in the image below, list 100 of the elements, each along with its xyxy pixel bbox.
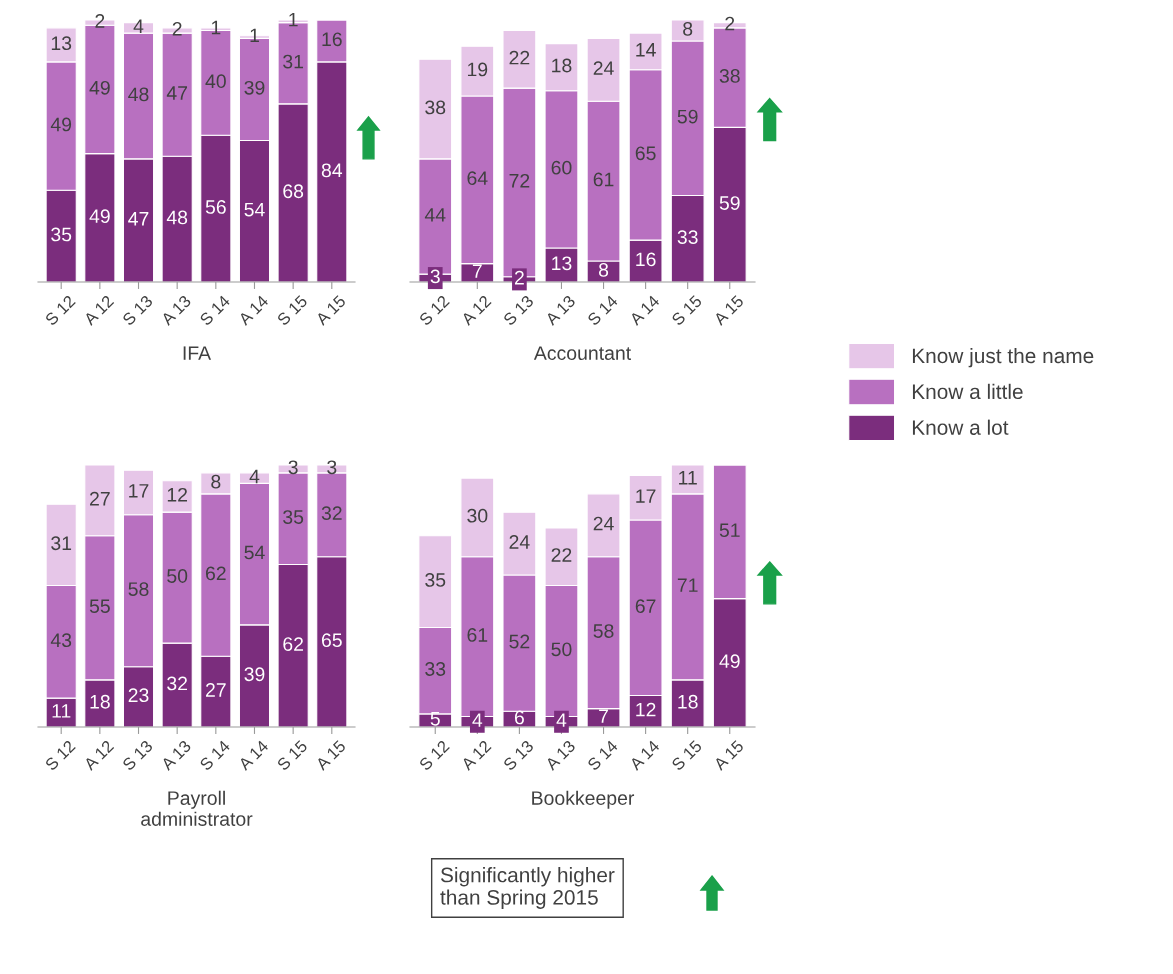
x-tick-label: A 13 <box>544 294 576 327</box>
x-tick-label: S 14 <box>586 739 619 772</box>
data-label: 60 <box>551 160 572 175</box>
data-label: 32 <box>167 676 188 691</box>
data-label: 47 <box>166 86 188 100</box>
data-label: 4 <box>249 469 260 484</box>
x-tick-label: S 12 <box>44 294 76 327</box>
data-label: 8 <box>683 21 693 36</box>
data-label: 1 <box>289 12 298 27</box>
data-label: 51 <box>719 523 740 538</box>
data-label: 62 <box>206 566 226 581</box>
x-axis-title: Accountant <box>533 346 631 360</box>
data-label: 54 <box>244 202 265 217</box>
data-label: 2 <box>172 21 182 36</box>
data-label: 3 <box>288 460 298 475</box>
x-tick-label: A 13 <box>160 739 192 772</box>
x-tick-label: S 15 <box>276 739 308 772</box>
data-label: 19 <box>467 62 488 77</box>
data-label: 84 <box>321 163 343 178</box>
data-label: 22 <box>551 548 572 562</box>
x-axis-title: Bookkeeper <box>532 790 635 809</box>
data-label: 43 <box>50 633 72 648</box>
data-label: 17 <box>129 484 149 498</box>
x-tick-label: A 13 <box>544 739 576 772</box>
x-tick-label: A 12 <box>82 294 115 326</box>
data-label: 13 <box>552 256 572 271</box>
data-label: 35 <box>283 510 304 524</box>
data-label: 61 <box>593 172 614 187</box>
data-label: 56 <box>205 200 226 214</box>
data-label: 54 <box>244 545 265 560</box>
data-label: 5 <box>430 712 440 726</box>
x-tick-label: S 13 <box>502 739 535 772</box>
data-label: 48 <box>166 210 188 225</box>
x-tick-label: A 14 <box>628 739 661 771</box>
data-label: 38 <box>425 100 446 115</box>
data-label: 24 <box>509 535 530 549</box>
data-label: 62 <box>283 637 303 651</box>
x-tick-label: S 15 <box>276 294 308 327</box>
x-tick-label: S 13 <box>121 739 154 772</box>
data-label: 35 <box>51 227 72 242</box>
data-label: 27 <box>90 491 110 506</box>
data-label: 8 <box>211 474 221 489</box>
data-label: 50 <box>167 569 188 583</box>
x-tick-label: A 13 <box>160 294 192 327</box>
data-label: 22 <box>509 50 530 65</box>
data-label: 18 <box>90 694 110 709</box>
x-tick-label: S 14 <box>586 294 619 327</box>
x-axis-title: Payroll administrator <box>141 790 253 826</box>
x-tick-label: A 15 <box>712 739 745 772</box>
data-label: 52 <box>509 634 530 649</box>
data-label: 39 <box>244 80 265 95</box>
data-label: 49 <box>719 654 740 669</box>
data-label: 11 <box>679 471 697 485</box>
data-label: 38 <box>719 69 740 83</box>
data-label: 58 <box>128 582 149 596</box>
data-label: 12 <box>636 702 656 717</box>
x-tick-label: A 14 <box>628 294 661 326</box>
data-label: 11 <box>52 704 71 718</box>
data-label: 59 <box>677 109 698 124</box>
data-label: 8 <box>598 262 609 277</box>
data-label: 2 <box>95 14 105 28</box>
data-label: 17 <box>636 489 656 503</box>
data-label: 49 <box>89 209 110 224</box>
data-label: 33 <box>677 230 698 244</box>
x-tick-label: A 12 <box>82 739 115 771</box>
data-label: 67 <box>635 599 656 614</box>
x-tick-label: A 14 <box>237 739 269 771</box>
data-label: 35 <box>425 573 446 587</box>
data-label: 50 <box>551 642 572 657</box>
x-tick-label: A 15 <box>314 294 347 327</box>
data-label: 13 <box>51 36 72 51</box>
x-tick-label: S 12 <box>418 739 450 772</box>
x-tick-label: S 14 <box>199 739 231 772</box>
data-label: 32 <box>321 506 342 520</box>
data-label: 40 <box>205 74 226 89</box>
data-label: 68 <box>283 184 304 199</box>
x-tick-label: A 14 <box>237 294 269 326</box>
data-label: 24 <box>593 516 614 531</box>
data-label: 16 <box>636 252 656 267</box>
x-tick-label: S 14 <box>199 294 231 327</box>
data-label: 33 <box>425 662 446 676</box>
data-label: 65 <box>321 633 342 648</box>
data-label: 24 <box>593 61 614 75</box>
data-label: 12 <box>167 487 188 502</box>
data-label: 72 <box>509 173 530 188</box>
data-label: 2 <box>725 16 735 31</box>
x-tick-label: S 12 <box>418 294 450 327</box>
data-label: 31 <box>51 536 72 551</box>
data-label: 47 <box>128 212 149 226</box>
data-label: 44 <box>424 208 446 222</box>
data-label: 7 <box>472 264 482 278</box>
data-label: 59 <box>719 196 740 210</box>
x-tick-label: S 12 <box>44 739 76 772</box>
text: Significantly higher than Spring 2015 <box>440 867 615 909</box>
data-label: 55 <box>89 599 110 614</box>
data-label: 49 <box>50 117 72 132</box>
x-tick-label: A 15 <box>314 739 347 772</box>
data-label: 16 <box>322 32 342 47</box>
legend-label: Know just the name <box>912 347 1094 368</box>
data-label: 18 <box>678 694 698 709</box>
